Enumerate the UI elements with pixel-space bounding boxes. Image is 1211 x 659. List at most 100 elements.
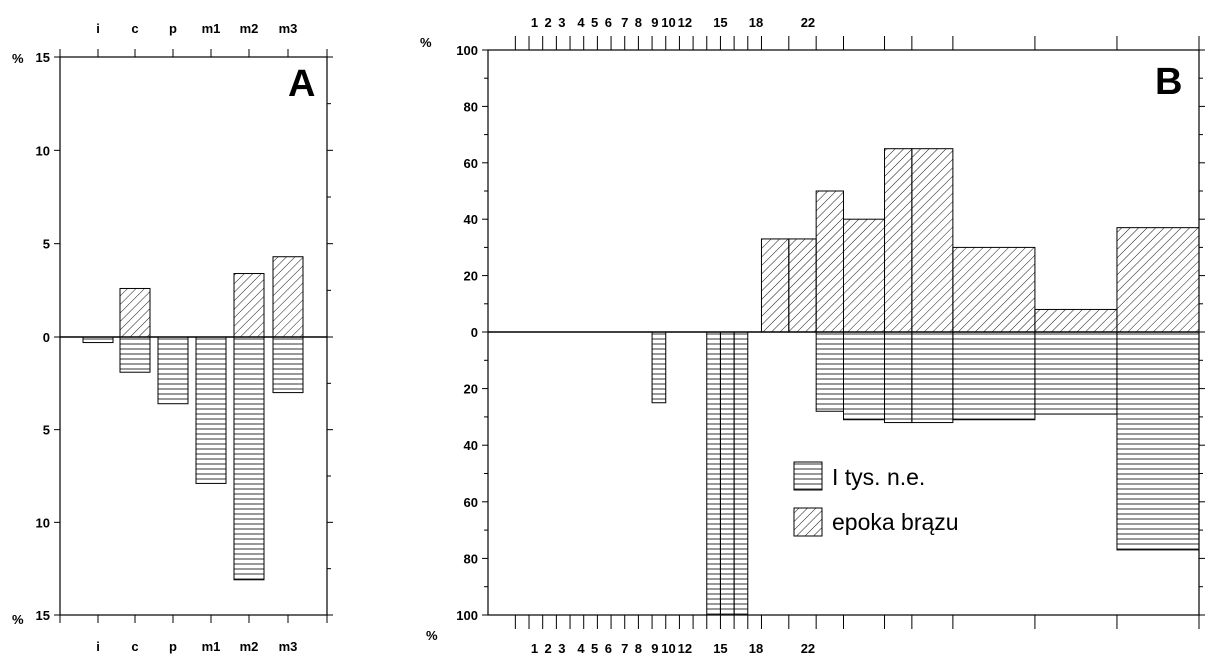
panel-b-bars xyxy=(651,148,1200,616)
panel-b-x-bottom-label: 12 xyxy=(678,641,692,656)
panel-a-bottom-category-label: m1 xyxy=(202,639,221,654)
panel-a-bar-down-p xyxy=(157,336,189,405)
panel-b-x-bottom-label: 7 xyxy=(621,641,628,656)
panel-b-x-top-label: 9 xyxy=(651,15,658,30)
panel-b-y-tick-label: 60 xyxy=(464,156,478,171)
panel-b-bar-up-8 xyxy=(1116,227,1200,333)
panel-a-top-category-label: p xyxy=(169,21,177,36)
panel-a-bar-up-c xyxy=(119,287,151,338)
panel-b-x-bottom-label: 1 xyxy=(531,641,538,656)
panel-a-bar-down-m2 xyxy=(233,336,265,581)
panel-a-y-tick-label: 15 xyxy=(36,50,50,65)
panel-b-y-tick-label: 80 xyxy=(464,99,478,114)
panel-a-chart: i i c c p p m1 m1 m2 m2 m3 m3 0 5 10 15 5 10 15 A % % xyxy=(12,21,333,654)
panel-b-x-bottom-label: 2 xyxy=(545,641,552,656)
panel-b-x-bottom-label: 9 xyxy=(651,641,658,656)
panel-b-bar-up-3 xyxy=(843,218,886,333)
panel-b-y-tick-label: 100 xyxy=(456,608,478,623)
panel-b-x-bottom-label: 10 xyxy=(661,641,675,656)
panel-b-bar-down-6 xyxy=(952,331,1036,421)
panel-a-bottom-category-label: m3 xyxy=(279,639,298,654)
panel-a-y-tick-label: 10 xyxy=(36,143,50,158)
panel-a-top-category-label: m2 xyxy=(240,21,259,36)
panel-b-x-bottom-label: 8 xyxy=(635,641,642,656)
panel-b-low-bar-0 xyxy=(651,331,667,404)
panel-b-bar-up-1 xyxy=(788,238,817,333)
panel-a-bars xyxy=(82,256,304,581)
panel-a-bar-up-m3 xyxy=(272,256,304,338)
panel-b-x-top-label: 18 xyxy=(749,15,763,30)
panel-b-bar-up-2 xyxy=(815,190,845,333)
panel-b-x-top-label: 1 xyxy=(531,15,538,30)
panel-b-bar-up-4 xyxy=(884,148,913,333)
panel-a-bar-down-m3 xyxy=(272,336,304,394)
panel-b-y-unit-top: % xyxy=(420,35,432,50)
panel-b-y-tick-label: 40 xyxy=(464,212,478,227)
panel-b-y-tick-label: 20 xyxy=(464,382,478,397)
panel-a-y-tick-label: 0 xyxy=(43,330,50,345)
panel-a-y-unit-bottom: % xyxy=(12,612,24,627)
panel-a-top-category-label: i xyxy=(96,21,100,36)
panel-b-bar-up-6 xyxy=(952,246,1036,333)
panel-b-x-top-label: 7 xyxy=(621,15,628,30)
panel-a-y-tick-label: 5 xyxy=(43,423,50,438)
panel-b-x-bottom-label: 15 xyxy=(713,641,727,656)
panel-a-bar-down-c xyxy=(119,336,151,373)
panel-b-low-bar-1 xyxy=(706,331,721,616)
panel-b-x-bottom-label: 6 xyxy=(605,641,612,656)
panel-b-x-bottom-label: 18 xyxy=(749,641,763,656)
panel-a-y-unit-top: % xyxy=(12,51,24,66)
panel-b-bar-up-5 xyxy=(911,148,954,333)
panel-a-label: A xyxy=(288,63,315,105)
panel-b-low-bar-3 xyxy=(733,331,749,616)
panel-b-x-bottom-label: 4 xyxy=(577,641,585,656)
panel-a-frame xyxy=(59,56,328,616)
panel-a-bottom-category-label: c xyxy=(131,639,138,654)
panel-b-x-top-label: 3 xyxy=(558,15,565,30)
panel-b-bar-down-2 xyxy=(815,331,845,412)
legend-swatch-diagonal-hatch xyxy=(793,507,823,537)
panel-a-bar-up-m2 xyxy=(233,273,265,338)
panel-b-x-top-label: 5 xyxy=(591,15,598,30)
panel-b-bar-down-3 xyxy=(843,331,886,421)
panel-b-low-bar-2 xyxy=(719,331,735,616)
panel-b-legend: I tys. n.e. epoka brązu xyxy=(793,461,959,537)
panel-b-y-tick-label: 100 xyxy=(456,43,478,58)
panel-a-top-category-label: m3 xyxy=(279,21,298,36)
panel-b-x-top-label: 8 xyxy=(635,15,642,30)
panel-b-label: B xyxy=(1155,61,1182,103)
panel-b-x-top-label: 15 xyxy=(713,15,727,30)
panel-b-x-top-label: 12 xyxy=(678,15,692,30)
panel-a-bottom-category-label: m2 xyxy=(240,639,259,654)
panel-b-x-top-label: 4 xyxy=(577,15,585,30)
panel-b-x-top-label: 6 xyxy=(605,15,612,30)
panel-a-top-category-label: c xyxy=(131,21,138,36)
panel-b-y-tick-label: 80 xyxy=(464,551,478,566)
legend-label-i-tys: I tys. n.e. xyxy=(832,464,925,490)
panel-a-bar-down-m1 xyxy=(195,336,227,484)
panel-a-y-tick-label: 5 xyxy=(43,237,50,252)
legend-label-epoka-brazu: epoka brązu xyxy=(832,509,959,535)
panel-b-bar-up-0 xyxy=(760,238,790,333)
panel-b-x-bottom-label: 5 xyxy=(591,641,598,656)
panel-a-y-tick-label: 15 xyxy=(36,608,50,623)
panel-a-axes: i i c c p p m1 m1 m2 m2 m3 m3 0 5 10 15 5 10 15 xyxy=(36,21,333,654)
panel-b-y-tick-label: 20 xyxy=(464,269,478,284)
panel-b-bar-down-7 xyxy=(1034,331,1118,415)
panel-b-y-tick-label: 40 xyxy=(464,438,478,453)
panel-b-bar-up-7 xyxy=(1034,308,1118,333)
panel-a-bottom-category-label: i xyxy=(96,639,100,654)
panel-b-x-bottom-label: 3 xyxy=(558,641,565,656)
panel-a-top-category-label: m1 xyxy=(202,21,221,36)
panel-b-x-bottom-label: 22 xyxy=(801,641,815,656)
panel-a-bar-down-i xyxy=(82,336,114,344)
panel-b-bar-down-5 xyxy=(911,331,954,424)
panel-b-y-tick-label: 60 xyxy=(464,495,478,510)
panel-b-x-top-label: 10 xyxy=(661,15,675,30)
legend-swatch-horizontal-lines xyxy=(793,461,823,491)
panel-b-x-top-label: 22 xyxy=(801,15,815,30)
panel-b-y-unit-bottom: % xyxy=(426,628,438,643)
